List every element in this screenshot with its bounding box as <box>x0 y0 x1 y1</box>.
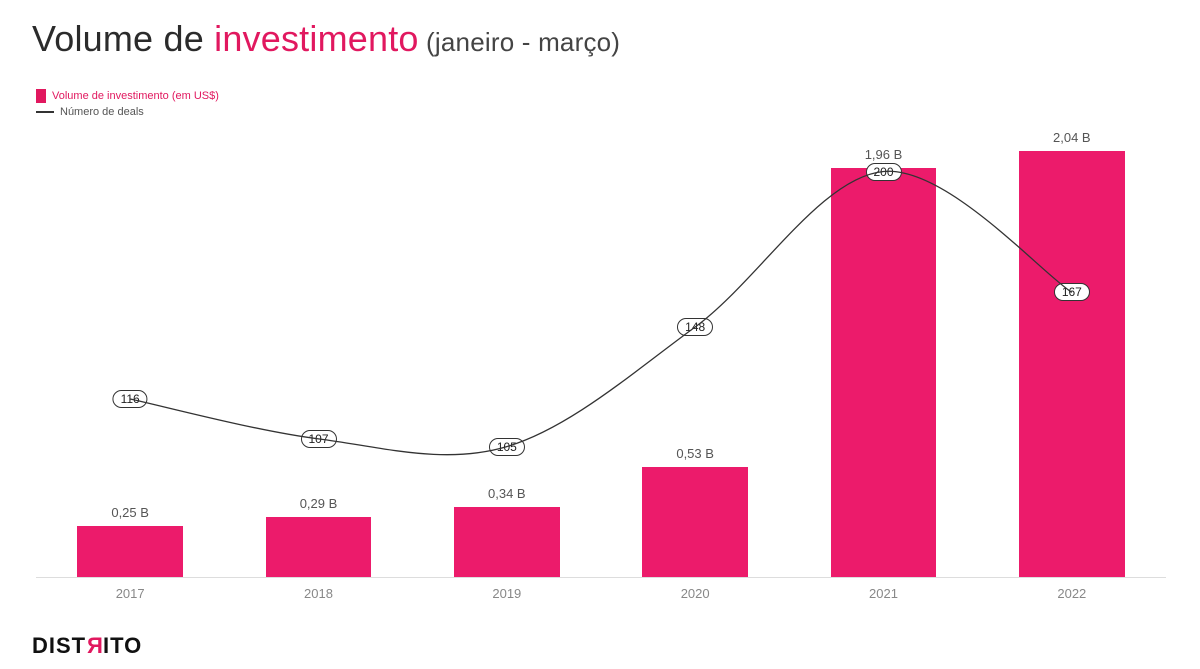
bar <box>831 168 936 578</box>
bar-slot: 0,34 B <box>454 118 559 578</box>
x-tick: 2022 <box>978 586 1166 601</box>
bar-slot: 0,29 B <box>266 118 371 578</box>
deal-pill: 148 <box>677 318 713 336</box>
legend-swatch-icon <box>36 89 46 103</box>
legend-label: Número de deals <box>60 106 144 118</box>
footer-logo: DISTRITO <box>32 633 142 659</box>
chart: 0,25 B 0,29 B 0,34 B 0,53 B 1,96 B 2,04 B 116 1… <box>36 118 1166 608</box>
bar-value-label: 0,53 B <box>642 446 747 461</box>
deal-pill: 105 <box>489 438 525 456</box>
bar-slot: 2,04 B <box>1019 118 1124 578</box>
bar <box>454 507 559 578</box>
bar-slot: 1,96 B <box>831 118 936 578</box>
deal-pill: 107 <box>300 430 336 448</box>
page-title: Volume de investimento (janeiro - março) <box>32 18 620 60</box>
bar-value-label: 0,25 B <box>77 505 182 520</box>
bar-value-label: 2,04 B <box>1019 130 1124 145</box>
legend: Volume de investimento (em US$) Número d… <box>36 88 219 120</box>
logo-text: DIST <box>32 633 86 658</box>
chart-plot: 0,25 B 0,29 B 0,34 B 0,53 B 1,96 B 2,04 B 116 1… <box>36 118 1166 578</box>
legend-line-icon <box>36 111 54 113</box>
title-suffix: (janeiro - março) <box>419 27 621 57</box>
logo-flip-char: R <box>86 633 103 659</box>
deal-pill: 167 <box>1054 283 1090 301</box>
bar <box>642 467 747 578</box>
x-tick: 2019 <box>413 586 601 601</box>
legend-label: Volume de investimento (em US$) <box>52 90 219 102</box>
x-tick: 2020 <box>601 586 789 601</box>
x-axis: 201720182019202020212022 <box>36 578 1166 608</box>
title-prefix: Volume de <box>32 18 214 59</box>
title-accent: investimento <box>214 18 419 59</box>
bar-slot: 0,53 B <box>642 118 747 578</box>
deal-pill: 116 <box>113 390 148 408</box>
x-tick: 2021 <box>789 586 977 601</box>
bar-value-label: 0,34 B <box>454 486 559 501</box>
bar <box>266 517 371 578</box>
bar-value-label: 0,29 B <box>266 496 371 511</box>
deal-pill: 200 <box>865 163 901 181</box>
bar <box>1019 151 1124 578</box>
x-tick: 2018 <box>224 586 412 601</box>
logo-text: ITO <box>103 633 142 658</box>
legend-item-volume: Volume de investimento (em US$) <box>36 88 219 104</box>
bar-slot: 0,25 B <box>77 118 182 578</box>
x-tick: 2017 <box>36 586 224 601</box>
bar-value-label: 1,96 B <box>831 147 936 162</box>
bar <box>77 526 182 578</box>
